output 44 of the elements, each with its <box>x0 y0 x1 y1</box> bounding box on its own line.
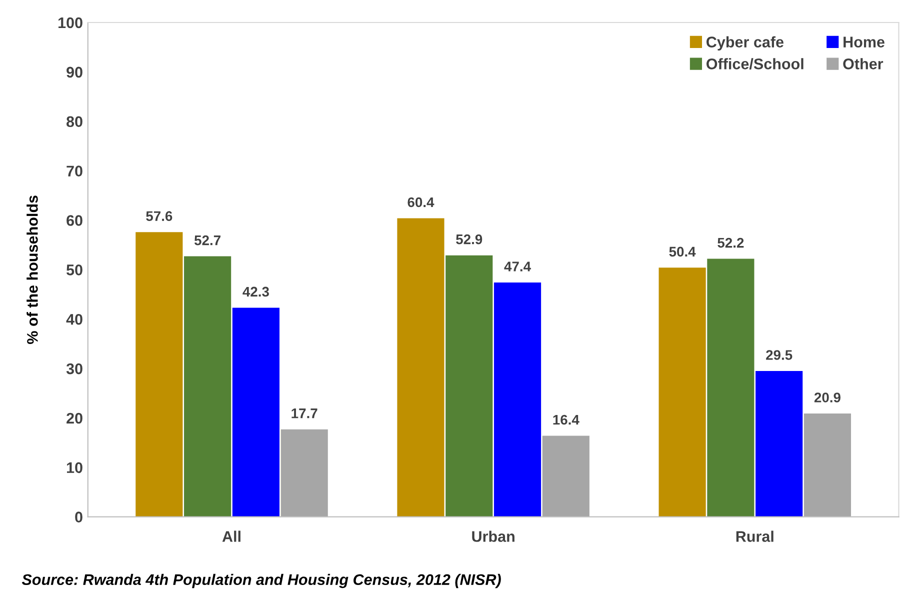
bar <box>494 282 542 517</box>
bar <box>804 414 852 517</box>
data-label: 50.4 <box>669 246 696 257</box>
bar <box>707 258 754 517</box>
x-tick-label: Urban <box>472 530 514 542</box>
data-label: 16.4 <box>553 414 580 425</box>
y-tick-label: 90 <box>66 66 82 78</box>
data-label: 52.7 <box>194 235 220 246</box>
y-tick-label: 0 <box>75 512 82 522</box>
bar <box>756 370 803 517</box>
legend-label: Home <box>844 36 884 48</box>
data-label: 60.4 <box>408 197 434 208</box>
data-label: 42.3 <box>242 286 269 297</box>
y-tick-label: 20 <box>66 412 82 424</box>
y-tick-label: 30 <box>66 363 82 374</box>
data-label: 29.5 <box>766 350 792 360</box>
source-note: Source: Rwanda 4th Population and Housing Census, 2012 (NISR) <box>22 574 501 588</box>
data-label: 52.9 <box>456 234 482 244</box>
y-tick-label: 70 <box>66 166 82 176</box>
x-tick-label: Rural <box>736 530 774 542</box>
bar <box>280 429 328 517</box>
bar <box>658 268 706 517</box>
data-label: 20.9 <box>814 392 840 402</box>
bar <box>397 218 444 517</box>
legend-label: Office/School <box>706 58 804 70</box>
y-tick-label: 80 <box>66 116 82 128</box>
x-tick-label: All <box>222 530 240 542</box>
data-label: 52.2 <box>718 238 744 248</box>
bar <box>232 308 280 517</box>
y-tick-label: 60 <box>66 215 82 226</box>
data-label: 17.7 <box>292 408 318 418</box>
legend-label: Cyber cafe <box>706 36 784 50</box>
y-tick-label: 40 <box>66 314 82 325</box>
bar <box>136 232 183 517</box>
y-tick-label: 50 <box>66 264 82 276</box>
bar <box>184 256 232 517</box>
legend-label: Other <box>843 58 884 70</box>
y-tick-label: 10 <box>66 462 82 474</box>
bar <box>446 255 493 517</box>
data-label: 47.4 <box>504 262 531 272</box>
y-axis-title: % of the households <box>26 196 38 344</box>
data-label: 57.6 <box>146 211 172 222</box>
y-tick-label: 100 <box>58 17 82 28</box>
bar <box>542 436 590 517</box>
